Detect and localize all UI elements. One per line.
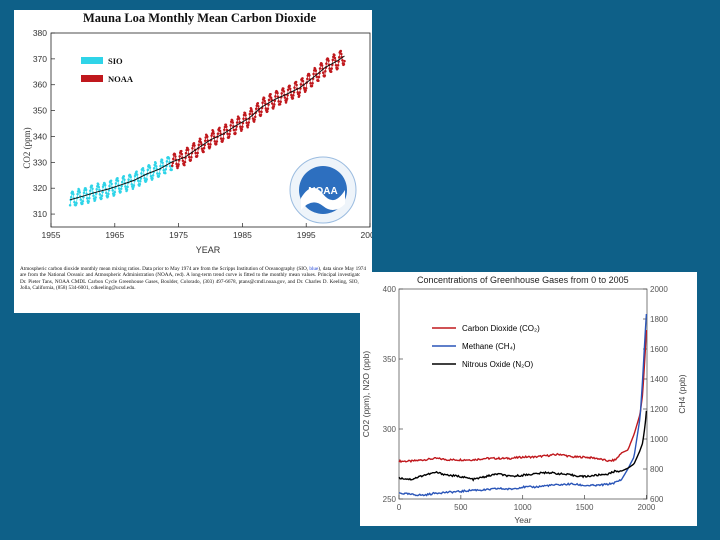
caption-link[interactable]: blue [309, 266, 319, 272]
x-axis-label: YEAR [196, 245, 221, 255]
y-tick-label: 250 [383, 495, 397, 504]
series-line [69, 156, 173, 206]
x-tick-label: 1975 [169, 230, 188, 240]
y-tick-label: 350 [33, 106, 47, 116]
y-tick-label: 360 [33, 80, 47, 90]
x-tick-label: 2005 [361, 230, 372, 240]
y-tick-label: 340 [33, 131, 47, 141]
y-tick-label: 370 [33, 54, 47, 64]
x-tick-label: 1000 [514, 503, 532, 512]
mauna-loa-chart: Mauna Loa Monthly Mean Carbon Dioxide 31… [22, 11, 372, 255]
series-line-co2 [398, 330, 648, 464]
greenhouse-gases-panel: Concentrations of Greenhouse Gases from … [360, 272, 697, 526]
series-noaa [170, 49, 346, 170]
series-sio [68, 156, 174, 207]
y-tick-label: 320 [33, 183, 47, 193]
figure-caption: Atmospheric carbon dioxide monthly mean … [20, 266, 366, 291]
y-right-tick-label: 1800 [650, 315, 668, 324]
y-tick-label: 330 [33, 157, 47, 167]
noaa-logo-text: NOAA [308, 186, 337, 197]
y-right-tick-label: 1000 [650, 435, 668, 444]
legend-swatch-noaa [81, 75, 103, 82]
y-axis-right-label: CH4 (ppb) [677, 374, 687, 413]
y-tick-label: 350 [383, 355, 397, 364]
x-tick-label: 0 [397, 503, 402, 512]
mauna-loa-panel: Mauna Loa Monthly Mean Carbon Dioxide 31… [14, 10, 372, 313]
legend-label-sio: SIO [108, 56, 123, 66]
y-tick-label: 300 [383, 425, 397, 434]
legend: SIO NOAA [81, 56, 134, 84]
x-tick-label: 1500 [576, 503, 594, 512]
x-tick-label: 500 [454, 503, 468, 512]
x-tick-label: 1985 [233, 230, 252, 240]
series-line-ch4 [398, 313, 648, 497]
x-axis-label: Year [514, 515, 531, 525]
legend-label-n2o: Nitrous Oxide (N₂O) [462, 360, 533, 369]
x-tick-label: 1995 [297, 230, 316, 240]
plot-frame [50, 32, 371, 228]
x-tick-label: 2000 [637, 503, 655, 512]
y-right-tick-label: 1600 [650, 345, 668, 354]
chart-title: Concentrations of Greenhouse Gases from … [417, 275, 629, 285]
y-right-tick-label: 800 [650, 465, 664, 474]
y-tick-label: 310 [33, 209, 47, 219]
plot-frame [398, 288, 648, 500]
y-right-tick-label: 1200 [650, 405, 668, 414]
y-tick-label: 380 [33, 28, 47, 38]
y-axis-label: CO2 (ppm) [22, 127, 32, 168]
y-right-tick-label: 2000 [650, 285, 668, 294]
chart-title: Mauna Loa Monthly Mean Carbon Dioxide [83, 11, 316, 25]
caption-text-rest: ), data since May 1974 are from the Nati… [20, 266, 366, 291]
legend-label-noaa: NOAA [108, 74, 134, 84]
y-right-tick-label: 1400 [650, 375, 668, 384]
legend-swatch-sio [81, 57, 103, 64]
x-tick-label: 1955 [42, 230, 61, 240]
series-line [171, 50, 345, 170]
legend-label-co2: Carbon Dioxide (CO₂) [462, 324, 540, 333]
trend-line [69, 55, 345, 201]
x-tick-label: 1965 [105, 230, 124, 240]
legend-label-ch4: Methane (CH₄) [462, 342, 516, 351]
legend: Carbon Dioxide (CO₂) Methane (CH₄) Nitro… [432, 324, 540, 369]
y-tick-label: 400 [383, 285, 397, 294]
noaa-logo: NOAA [289, 156, 357, 224]
greenhouse-gases-chart: Concentrations of Greenhouse Gases from … [361, 275, 687, 525]
y-axis-label: CO2 (ppm), N2O (ppb) [361, 351, 371, 438]
series-line-n2o [398, 410, 648, 482]
caption-text: Atmospheric carbon dioxide monthly mean … [20, 266, 308, 272]
y-right-tick-label: 600 [650, 495, 664, 504]
